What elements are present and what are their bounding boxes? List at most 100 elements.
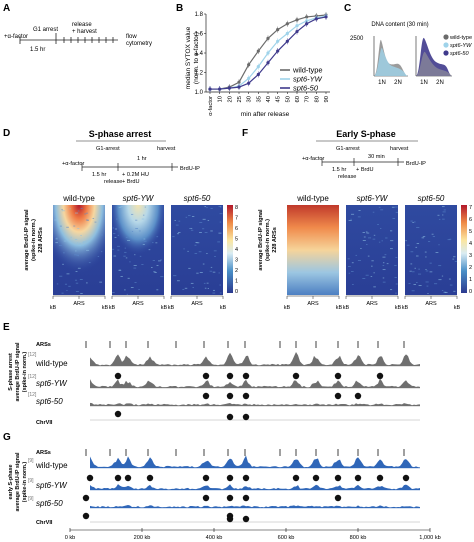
- panel-d-letter: D: [3, 128, 10, 139]
- heatmap-speckle: [55, 242, 58, 244]
- panel-e-scale-1: [12]: [28, 352, 37, 358]
- heatmap-speckle: [371, 265, 373, 267]
- data-point: [247, 81, 251, 85]
- heatmap-speckle: [425, 270, 429, 272]
- data-point: [305, 22, 309, 26]
- heatmap-speckle: [204, 206, 207, 208]
- heatmap-speckle: [86, 249, 90, 251]
- heatmap-speckle: [80, 293, 83, 294]
- genome-axis-label: 0 kb: [65, 535, 76, 541]
- heatmap-speckle: [85, 212, 89, 214]
- heatmap-speckle: [77, 267, 81, 269]
- data-point: [285, 39, 289, 43]
- panel-f-heatmap-s50: [405, 205, 457, 295]
- heatmap-speckle: [443, 209, 446, 211]
- heatmap-speckle: [80, 235, 82, 236]
- heatmap-speckle: [54, 219, 57, 221]
- heatmap-speckle: [148, 249, 151, 251]
- panel-g-track-wt: wild-type: [35, 461, 68, 470]
- heatmap-speckle: [438, 265, 442, 267]
- panel-g-scale-3: [9]: [28, 496, 34, 502]
- heatmap-speckle: [395, 211, 398, 213]
- panel-f-ylabel-3: 228 ARSs: [272, 227, 278, 253]
- colorbar-tick-label: 8: [235, 205, 238, 211]
- heatmap-speckle: [99, 281, 103, 283]
- data-point: [285, 31, 289, 36]
- heatmap-speckle: [138, 230, 141, 232]
- heatmap-speckle: [394, 265, 397, 266]
- heatmap-speckle: [59, 225, 62, 227]
- panel-d-heatmap-wt: [53, 205, 105, 295]
- data-point: [266, 36, 270, 40]
- colorbar-tick-label: 1: [235, 279, 238, 285]
- heatmap-speckle: [85, 219, 89, 221]
- panel-b-xlabel: min after release: [241, 111, 290, 118]
- heatmap-speckle: [78, 245, 82, 246]
- panel-a-letter: A: [3, 3, 10, 14]
- panel-f-heatmap-title-yw: spt6-YW: [357, 194, 389, 203]
- heatmap-speckle: [382, 269, 386, 271]
- heatmap-speckle: [219, 221, 222, 223]
- panel-c-legend-wt: wild-type: [449, 35, 472, 41]
- heatmap-speckle: [210, 266, 213, 268]
- heatmap-speckle: [218, 232, 222, 234]
- panel-f-heatmap-title-wt: wild-type: [296, 194, 329, 203]
- heatmap-speckle: [382, 262, 385, 264]
- heatmap-speckle: [94, 221, 97, 223]
- heatmap-speckle: [202, 263, 205, 265]
- data-point: [256, 65, 260, 69]
- panel-g: G early S-phase average BrdU-IP signal (…: [3, 432, 441, 541]
- heatmap-speckle: [218, 272, 220, 274]
- heatmap-speckle: [217, 241, 221, 243]
- heatmap-speckle: [85, 240, 89, 242]
- x-tick-label: 80: [314, 96, 320, 102]
- panel-c-x1n-2: 1N: [420, 80, 428, 86]
- panel-f-ylabel-1: average BrdU-IP signal: [258, 209, 264, 271]
- heatmap-speckle: [453, 256, 456, 258]
- heatmap-speckle: [116, 218, 118, 220]
- coverage-track: [90, 504, 420, 508]
- heatmap-speckle: [79, 243, 81, 244]
- heatmap-speckle: [347, 258, 350, 260]
- heatmap-speckle: [143, 240, 147, 242]
- heatmap-speckle: [195, 242, 198, 243]
- heatmap-speckle: [357, 260, 361, 261]
- panel-d-heatmap-title-wt: wild-type: [62, 194, 95, 203]
- heatmap-speckle: [352, 283, 354, 285]
- heatmap-speckle: [391, 206, 395, 208]
- heatmap-speckle: [395, 257, 398, 258]
- heatmap-speckle: [176, 233, 180, 235]
- heatmap-speckle: [362, 278, 366, 279]
- colorbar-tick-label: 6: [235, 226, 238, 232]
- heatmap-speckle: [438, 279, 442, 281]
- heatmap-speckle: [190, 282, 194, 284]
- heatmap-speckle: [118, 269, 122, 271]
- origin-dot: [242, 474, 250, 482]
- origin-dot: [124, 474, 132, 482]
- heatmap-speckle: [156, 236, 159, 238]
- heatmap-speckle: [63, 240, 67, 242]
- heatmap-kb-right: kB: [336, 305, 343, 311]
- heatmap-speckle: [190, 227, 193, 229]
- heatmap-speckle: [395, 283, 398, 285]
- heatmap-speckle: [138, 288, 140, 290]
- heatmap-speckle: [415, 246, 418, 248]
- legend-yw-marker: [443, 42, 449, 48]
- origin-dot: [226, 515, 234, 523]
- heatmap-speckle: [381, 240, 383, 242]
- heatmap-speckle: [410, 220, 413, 222]
- heatmap-speckle: [73, 254, 77, 256]
- panel-f-heatmap-wt: [287, 205, 339, 295]
- panel-g-track-s50: spt6-50: [36, 499, 63, 508]
- legend-label: wild-type: [292, 66, 323, 75]
- panel-e-scale-3: [12]: [28, 392, 37, 398]
- heatmap-speckle: [365, 231, 368, 233]
- origin-dot: [226, 392, 234, 400]
- heatmap-speckle: [131, 213, 134, 215]
- coverage-track: [90, 484, 420, 490]
- origin-dot: [226, 474, 234, 482]
- heatmap-kb-right: kB: [454, 305, 461, 311]
- heatmap-speckle: [389, 230, 393, 232]
- heatmap-speckle: [427, 241, 431, 243]
- heatmap-speckle: [390, 240, 394, 242]
